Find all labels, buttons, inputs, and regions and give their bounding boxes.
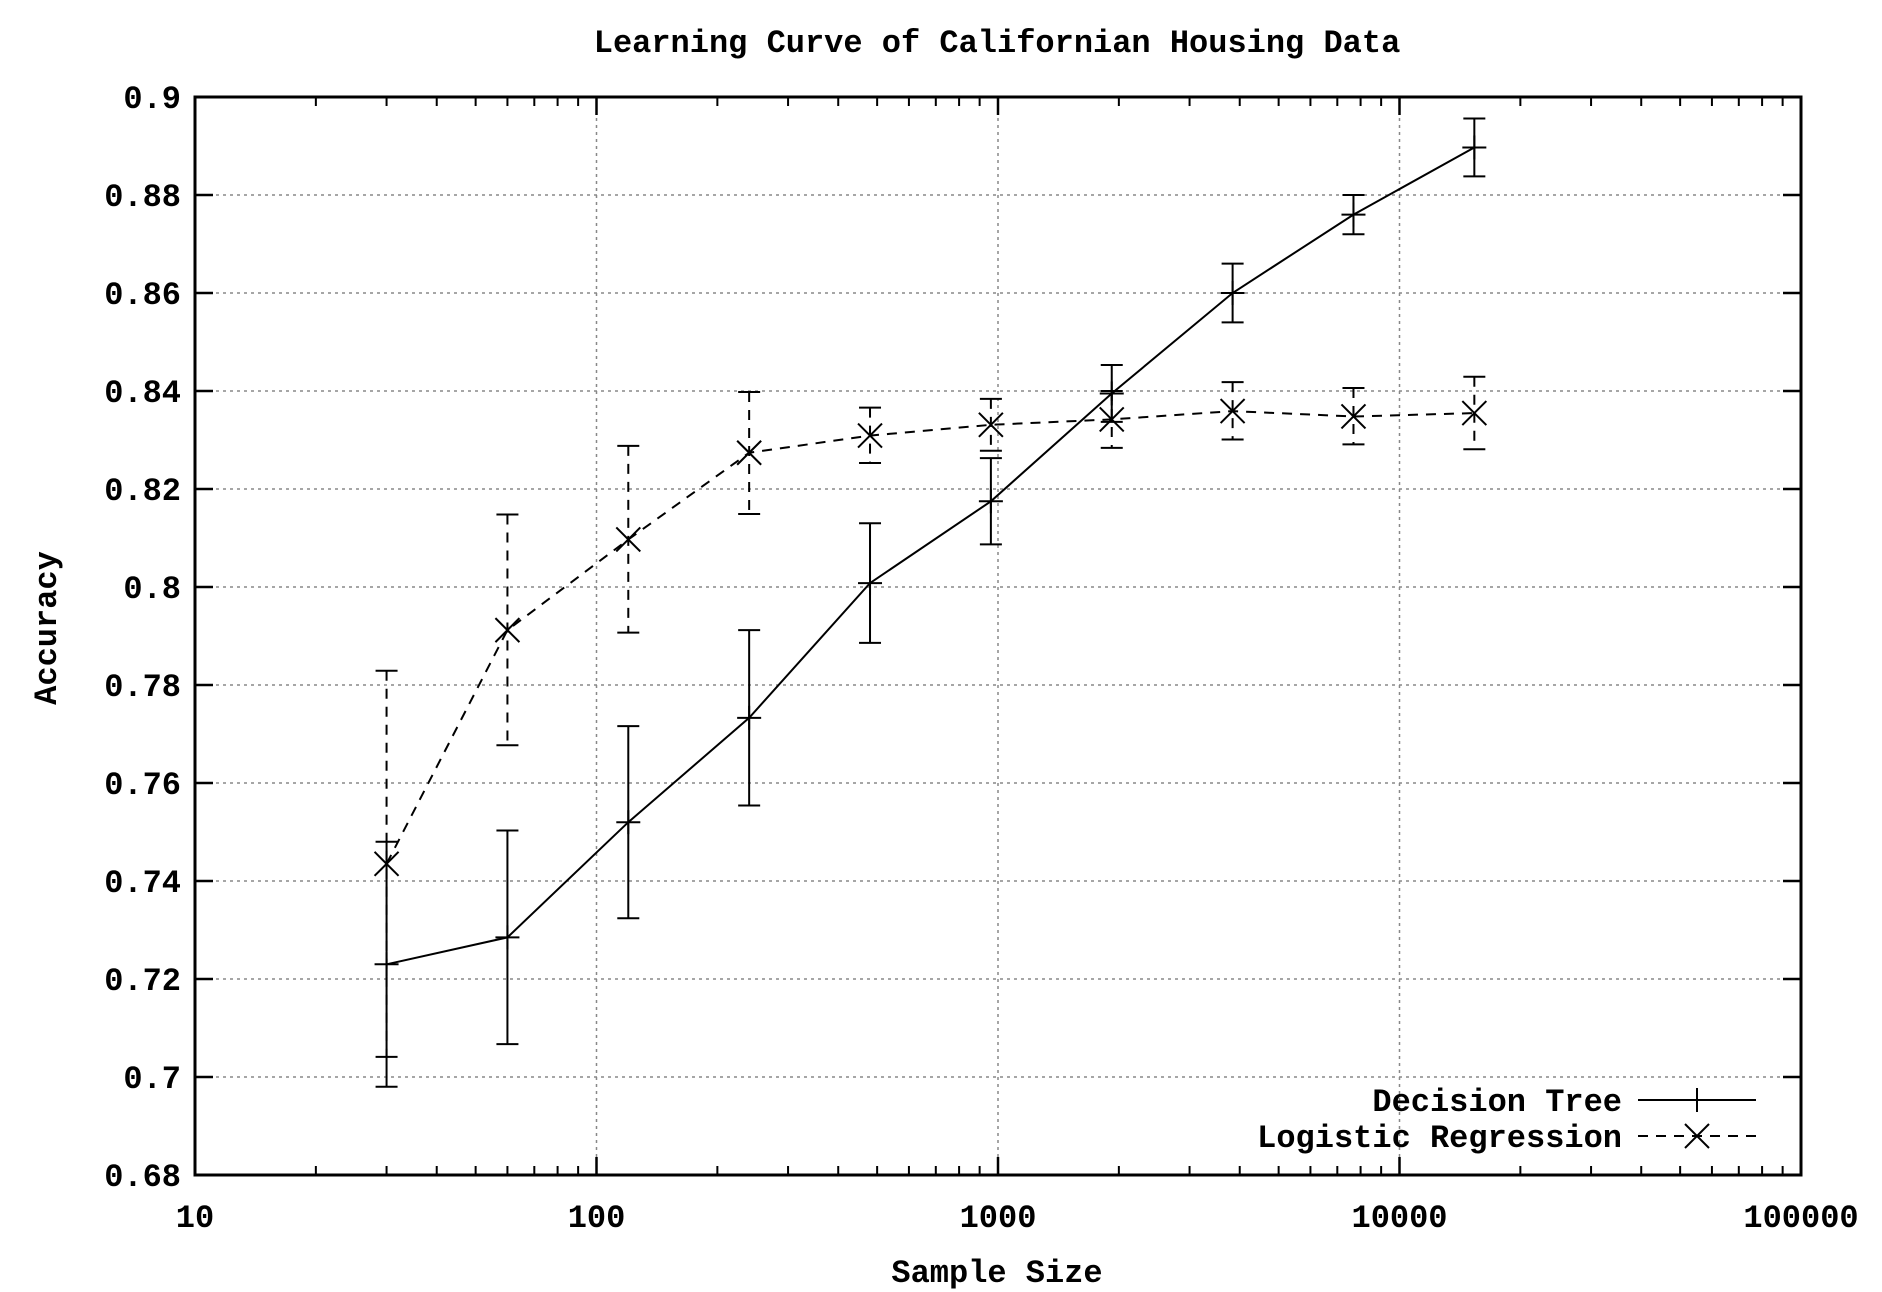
chart-title: Learning Curve of Californian Housing Da… xyxy=(594,25,1401,62)
data-point-d2 xyxy=(1340,403,1367,430)
data-point-d2 xyxy=(736,440,762,466)
series-decision-tree xyxy=(374,117,1487,1088)
y-tick-label: 0.8 xyxy=(123,571,181,608)
x-tick-label: 100000 xyxy=(1743,1200,1858,1237)
x-tick-label: 10000 xyxy=(1351,1200,1447,1237)
tick-labels: 0.68 0.7 0.72 0.74 0.76 0.78 0.8 0.82 0.84 0.86 0.… xyxy=(104,81,1858,1237)
y-tick-label: 0.72 xyxy=(104,963,181,1000)
axis-ticks xyxy=(193,95,1803,1177)
data-point-d2 xyxy=(1461,400,1488,426)
data-point-d2 xyxy=(857,422,883,449)
y-tick-label: 0.68 xyxy=(104,1159,181,1196)
legend-entry-logistic-regression: Logistic Regression xyxy=(1257,1120,1756,1157)
legend-marker-d2 xyxy=(1684,1123,1710,1149)
x-tick-label: 1000 xyxy=(960,1200,1037,1237)
series-logistic-regression xyxy=(373,375,1488,1058)
data-point-d2 xyxy=(615,526,641,553)
y-tick-label: 0.82 xyxy=(104,473,181,510)
data-point-d2 xyxy=(1219,398,1246,424)
legend-label: Logistic Regression xyxy=(1257,1120,1622,1157)
legend-entry-decision-tree: Decision Tree xyxy=(1372,1084,1756,1121)
x-axis-label: Sample Size xyxy=(891,1255,1102,1292)
y-axis-label: Accuracy xyxy=(29,551,66,705)
legend-label: Decision Tree xyxy=(1372,1084,1622,1121)
data-point-d2 xyxy=(1099,406,1125,433)
data-series xyxy=(373,117,1488,1088)
series-line-logistic-regression xyxy=(385,410,1475,865)
y-tick-label: 0.78 xyxy=(104,669,181,706)
data-point-d2 xyxy=(373,851,400,877)
data-point-d2 xyxy=(978,412,1004,438)
series-line-decision-tree xyxy=(386,146,1475,966)
y-tick-label: 0.74 xyxy=(104,865,181,902)
x-tick-label: 10 xyxy=(176,1200,214,1237)
x-tick-label: 100 xyxy=(568,1200,626,1237)
grid-lines xyxy=(195,97,1801,1175)
y-tick-label: 0.9 xyxy=(123,81,181,118)
y-tick-label: 0.88 xyxy=(104,179,181,216)
y-tick-label: 0.86 xyxy=(104,277,181,314)
y-tick-label: 0.76 xyxy=(104,767,181,804)
y-tick-label: 0.7 xyxy=(123,1061,181,1098)
plot-frame xyxy=(193,95,1803,1177)
y-tick-label: 0.84 xyxy=(104,375,181,412)
data-point-d2 xyxy=(494,617,521,643)
